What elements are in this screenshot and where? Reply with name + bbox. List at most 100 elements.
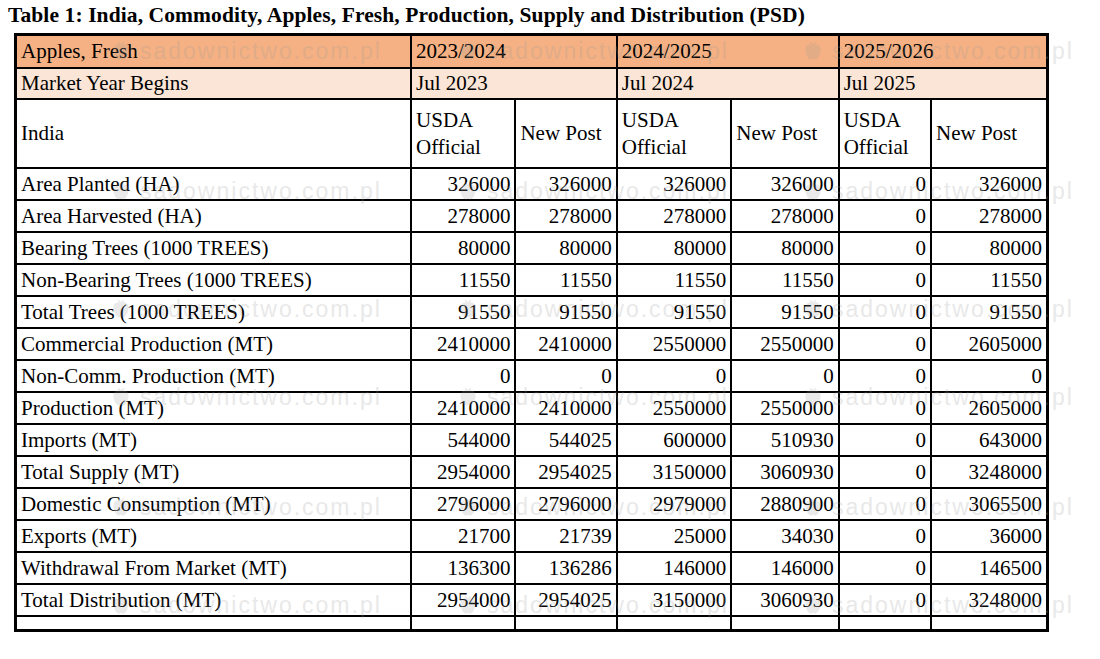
cell-value: 0 (839, 296, 931, 328)
cell-value: 3248000 (931, 584, 1048, 616)
row-label: Non-Comm. Production (MT) (16, 360, 412, 392)
row-label: Domestic Consumption (MT) (16, 488, 412, 520)
table-row: Bearing Trees (1000 TREES)80000800008000… (16, 232, 1048, 264)
cell-value: 278000 (731, 200, 838, 232)
empty-cell (16, 616, 412, 631)
cell-value: 2605000 (931, 392, 1048, 424)
empty-cell (931, 616, 1048, 631)
cut-off-row (16, 616, 1048, 631)
row-label: Withdrawal From Market (MT) (16, 552, 412, 584)
col-usda-official-3: USDA Official (839, 99, 931, 168)
psd-table: Apples, Fresh 2023/2024 2024/2025 2025/2… (14, 33, 1049, 632)
cell-value: 11550 (617, 264, 731, 296)
cell-value: 25000 (617, 520, 731, 552)
table-row: Non-Comm. Production (MT)000000 (16, 360, 1048, 392)
cell-value: 3060930 (731, 584, 838, 616)
market-year-jul-2023: Jul 2023 (411, 68, 617, 99)
cell-value: 2410000 (515, 392, 616, 424)
year-header-row: Apples, Fresh 2023/2024 2024/2025 2025/2… (16, 35, 1048, 69)
row-label: Bearing Trees (1000 TREES) (16, 232, 412, 264)
row-label: Commercial Production (MT) (16, 328, 412, 360)
cell-value: 0 (839, 552, 931, 584)
cell-value: 80000 (617, 232, 731, 264)
cell-value: 0 (839, 360, 931, 392)
cell-value: 11550 (731, 264, 838, 296)
row-label: Production (MT) (16, 392, 412, 424)
cell-value: 544000 (411, 424, 515, 456)
cell-value: 0 (839, 264, 931, 296)
cell-value: 0 (515, 360, 616, 392)
cell-value: 146000 (617, 552, 731, 584)
empty-cell (515, 616, 616, 631)
year-2025-2026: 2025/2026 (839, 35, 1048, 69)
cell-value: 2550000 (731, 328, 838, 360)
row-label: Total Trees (1000 TREES) (16, 296, 412, 328)
cell-value: 2954000 (411, 456, 515, 488)
cell-value: 0 (839, 424, 931, 456)
cell-value: 0 (617, 360, 731, 392)
market-year-jul-2024: Jul 2024 (617, 68, 839, 99)
cell-value: 0 (839, 168, 931, 200)
cell-value: 136300 (411, 552, 515, 584)
commodity-label: Apples, Fresh (16, 35, 412, 69)
cell-value: 600000 (617, 424, 731, 456)
cell-value: 3150000 (617, 584, 731, 616)
empty-cell (839, 616, 931, 631)
row-label: Total Supply (MT) (16, 456, 412, 488)
row-label: Area Planted (HA) (16, 168, 412, 200)
cell-value: 91550 (411, 296, 515, 328)
cell-value: 2605000 (931, 328, 1048, 360)
cell-value: 91550 (515, 296, 616, 328)
table-row: Domestic Consumption (MT)279600027960002… (16, 488, 1048, 520)
cell-value: 2796000 (515, 488, 616, 520)
cell-value: 2410000 (411, 392, 515, 424)
cell-value: 0 (839, 584, 931, 616)
col-new-post-3: New Post (931, 99, 1048, 168)
cell-value: 0 (839, 232, 931, 264)
cell-value: 0 (839, 328, 931, 360)
cell-value: 278000 (617, 200, 731, 232)
cell-value: 80000 (931, 232, 1048, 264)
col-usda-official-1: USDA Official (411, 99, 515, 168)
cell-value: 326000 (515, 168, 616, 200)
cell-value: 80000 (515, 232, 616, 264)
cell-value: 2954000 (411, 584, 515, 616)
cell-value: 91550 (731, 296, 838, 328)
cell-value: 11550 (931, 264, 1048, 296)
cell-value: 21739 (515, 520, 616, 552)
cell-value: 0 (411, 360, 515, 392)
cell-value: 34030 (731, 520, 838, 552)
cell-value: 278000 (931, 200, 1048, 232)
row-label: Total Distribution (MT) (16, 584, 412, 616)
cell-value: 0 (731, 360, 838, 392)
cell-value: 2880900 (731, 488, 838, 520)
cell-value: 136286 (515, 552, 616, 584)
row-label: Area Harvested (HA) (16, 200, 412, 232)
table-row: Production (MT)2410000241000025500002550… (16, 392, 1048, 424)
country-label: India (16, 99, 412, 168)
table-row: Area Planted (HA)32600032600032600032600… (16, 168, 1048, 200)
table-row: Area Harvested (HA)278000278000278000278… (16, 200, 1048, 232)
cell-value: 2550000 (617, 392, 731, 424)
cell-value: 544025 (515, 424, 616, 456)
source-header-row: India USDA Official New Post USDA Offici… (16, 99, 1048, 168)
cell-value: 0 (839, 200, 931, 232)
psd-table-body: Area Planted (HA)32600032600032600032600… (16, 168, 1048, 616)
year-2024-2025: 2024/2025 (617, 35, 839, 69)
cell-value: 278000 (411, 200, 515, 232)
year-2023-2024: 2023/2024 (411, 35, 617, 69)
market-year-row: Market Year Begins Jul 2023 Jul 2024 Jul… (16, 68, 1048, 99)
table-row: Total Trees (1000 TREES)9155091550915509… (16, 296, 1048, 328)
row-label: Exports (MT) (16, 520, 412, 552)
table-row: Total Supply (MT)29540002954025315000030… (16, 456, 1048, 488)
empty-cell (411, 616, 515, 631)
cell-value: 326000 (617, 168, 731, 200)
cell-value: 0 (931, 360, 1048, 392)
cell-value: 2954025 (515, 584, 616, 616)
cell-value: 510930 (731, 424, 838, 456)
cell-value: 278000 (515, 200, 616, 232)
empty-cell (731, 616, 838, 631)
table-title: Table 1: India, Commodity, Apples, Fresh… (8, 3, 805, 28)
cell-value: 0 (839, 488, 931, 520)
cell-value: 11550 (411, 264, 515, 296)
